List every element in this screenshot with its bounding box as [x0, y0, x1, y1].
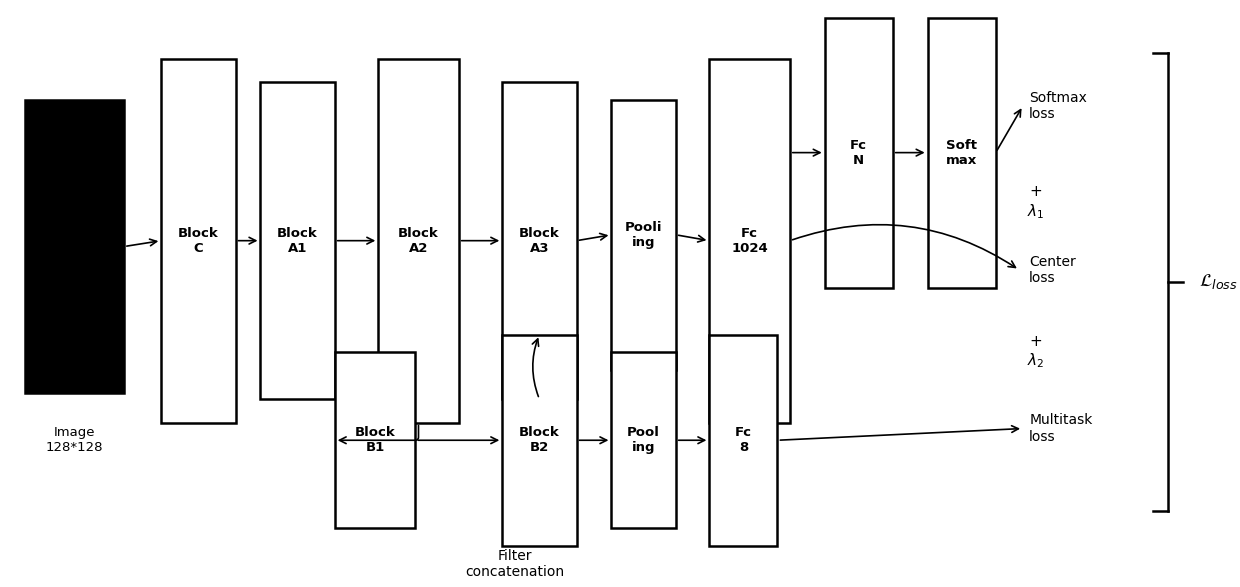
Text: Soft
max: Soft max: [946, 139, 977, 167]
Bar: [260, 82, 335, 399]
FancyArrowPatch shape: [532, 339, 538, 397]
Bar: [161, 59, 236, 423]
FancyArrowPatch shape: [340, 426, 419, 444]
Text: Center
loss: Center loss: [1029, 255, 1076, 285]
Bar: [709, 335, 777, 546]
Text: Image
128*128: Image 128*128: [46, 426, 103, 454]
Bar: [825, 18, 893, 288]
Text: +
$\lambda_1$: + $\lambda_1$: [1027, 184, 1044, 221]
Bar: [502, 335, 577, 546]
Bar: [611, 352, 676, 528]
Text: Softmax
loss: Softmax loss: [1029, 90, 1087, 121]
Text: Filter
concatenation: Filter concatenation: [465, 549, 564, 579]
Text: Block
A2: Block A2: [398, 227, 439, 255]
Text: Block
A1: Block A1: [278, 227, 317, 255]
Bar: [709, 59, 790, 423]
Text: +
$\lambda_2$: + $\lambda_2$: [1027, 334, 1044, 370]
Bar: [928, 18, 996, 288]
Bar: [335, 352, 415, 528]
Text: Block
B2: Block B2: [520, 426, 559, 454]
Bar: [611, 100, 676, 370]
Bar: [502, 82, 577, 399]
Text: Fc
N: Fc N: [851, 139, 867, 167]
Text: Fc
1024: Fc 1024: [732, 227, 768, 255]
Text: $\mathcal{L}_{loss}$: $\mathcal{L}_{loss}$: [1199, 272, 1238, 291]
Text: Pool
ing: Pool ing: [627, 426, 660, 454]
Text: Block
A3: Block A3: [520, 227, 559, 255]
Text: Fc
8: Fc 8: [735, 426, 751, 454]
Bar: [25, 100, 124, 393]
FancyArrowPatch shape: [792, 225, 1016, 268]
Text: Block
B1: Block B1: [355, 426, 396, 454]
Text: Pooli
ing: Pooli ing: [625, 221, 662, 249]
Text: Block
C: Block C: [179, 227, 218, 255]
Text: Multitask
loss: Multitask loss: [1029, 413, 1092, 444]
Bar: [378, 59, 459, 423]
